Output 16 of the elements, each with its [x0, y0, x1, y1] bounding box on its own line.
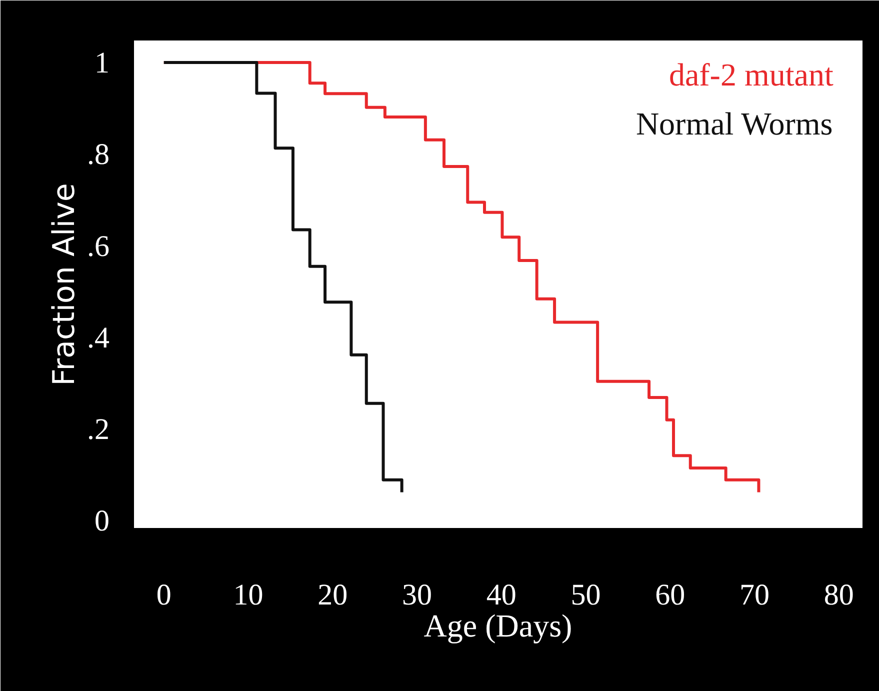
- text: Normal Worms: [636, 105, 833, 142]
- y-axis-title: Fraction Alive: [47, 183, 82, 386]
- x-tick-label: 20: [318, 578, 348, 612]
- y-tick-label: .4: [87, 321, 110, 354]
- x-tick-label: 60: [655, 578, 686, 612]
- x-tick-label: 10: [233, 578, 264, 612]
- y-tick-label: 0: [94, 504, 110, 538]
- x-tick-label: 50: [570, 578, 601, 612]
- x-tick-label: 70: [740, 578, 770, 612]
- text: daf-2 mutant: [668, 56, 834, 93]
- x-tick-label: 0: [156, 578, 172, 612]
- y-tick-label: .2: [87, 413, 110, 446]
- y-tick-label: 1: [94, 46, 110, 80]
- y-tick-label: .6: [87, 230, 110, 263]
- x-tick-label: 80: [824, 578, 854, 612]
- y-tick-label: .8: [87, 138, 110, 172]
